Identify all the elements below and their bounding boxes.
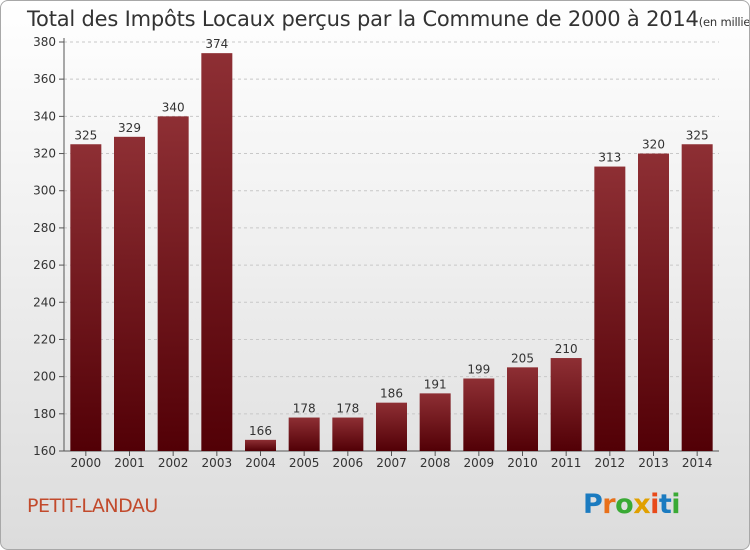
x-tick-labels: 2000 2001 2002 2003 2004 2005 2006 2007 2008 2009… bbox=[71, 456, 713, 470]
bar-2010 bbox=[507, 367, 538, 451]
y-tick-label: 200 bbox=[33, 370, 56, 384]
bar-value-label: 325 bbox=[74, 128, 97, 142]
bar-value-label: 191 bbox=[424, 377, 447, 391]
bar-value-label: 186 bbox=[380, 387, 403, 401]
x-tick-label: 2003 bbox=[202, 456, 233, 470]
bar-value-label: 340 bbox=[162, 100, 185, 114]
x-tick-label: 2013 bbox=[638, 456, 669, 470]
bar-2006 bbox=[332, 417, 364, 451]
bar-value-label: 178 bbox=[293, 402, 316, 416]
bar-2000 bbox=[70, 144, 102, 451]
commune-name: PETIT-LANDAU bbox=[27, 495, 158, 517]
bar-2004 bbox=[245, 439, 276, 451]
proxiti-logo: Proxiti bbox=[583, 489, 681, 520]
bar-2012 bbox=[594, 166, 626, 452]
chart-title-unit: (en milliers d'€) bbox=[698, 15, 750, 29]
bar-value-label: 313 bbox=[598, 151, 621, 165]
x-tick-label: 2002 bbox=[158, 456, 189, 470]
bar-2009 bbox=[463, 378, 495, 451]
y-tick-label: 240 bbox=[33, 295, 56, 309]
x-tick-label: 2014 bbox=[682, 456, 713, 470]
x-tick-label: 2012 bbox=[595, 456, 626, 470]
bar-value-label: 325 bbox=[686, 128, 709, 142]
chart-title: Total des Impôts Locaux perçus par la Co… bbox=[27, 7, 750, 31]
bar-value-label: 210 bbox=[555, 342, 578, 356]
bar-value-label: 374 bbox=[205, 37, 228, 51]
bar-2011 bbox=[550, 358, 582, 451]
x-tick-label: 2004 bbox=[245, 456, 276, 470]
x-tick-label: 2001 bbox=[114, 456, 145, 470]
y-tick-label: 380 bbox=[33, 35, 56, 49]
y-tick-label: 180 bbox=[33, 407, 56, 421]
bar-value-label: 329 bbox=[118, 121, 141, 135]
bars bbox=[70, 53, 713, 452]
y-tick-labels: 160 180 200 220 240 260 280 300 320 340 360 380 bbox=[33, 35, 56, 458]
bar-value-label: 178 bbox=[336, 402, 359, 416]
bar-value-label: 166 bbox=[249, 424, 272, 438]
bar-2003 bbox=[201, 53, 233, 452]
bar-2005 bbox=[288, 417, 320, 451]
y-tick-label: 360 bbox=[33, 72, 56, 86]
bar-value-labels: 325 329 340 374 166 178 178 186 191 199 205 210 313 3… bbox=[74, 37, 708, 438]
logo-letter: o bbox=[615, 489, 634, 520]
x-tick-label: 2005 bbox=[289, 456, 320, 470]
logo-letter: i bbox=[671, 489, 681, 520]
logo-letter: P bbox=[583, 489, 603, 520]
bar-2002 bbox=[157, 116, 189, 451]
x-tick-label: 2011 bbox=[551, 456, 582, 470]
bar-2001 bbox=[114, 136, 145, 451]
x-tick-label: 2000 bbox=[71, 456, 102, 470]
x-tick-label: 2009 bbox=[464, 456, 495, 470]
x-tick-label: 2007 bbox=[376, 456, 407, 470]
bar-2014 bbox=[681, 144, 713, 451]
y-tick-label: 340 bbox=[33, 109, 56, 123]
bar-value-label: 199 bbox=[467, 362, 490, 376]
logo-letter: t bbox=[658, 489, 672, 520]
y-tick-label: 300 bbox=[33, 184, 56, 198]
bar-2008 bbox=[419, 393, 451, 451]
y-tick-label: 280 bbox=[33, 221, 56, 235]
x-tick-label: 2006 bbox=[333, 456, 364, 470]
bar-value-label: 320 bbox=[642, 138, 665, 152]
chart-title-text: Total des Impôts Locaux perçus par la Co… bbox=[27, 7, 699, 31]
bar-value-label: 205 bbox=[511, 351, 534, 365]
bar-2013 bbox=[638, 153, 669, 451]
x-tick-label: 2008 bbox=[420, 456, 451, 470]
y-tick-label: 160 bbox=[33, 444, 56, 458]
x-tick-label: 2010 bbox=[507, 456, 538, 470]
bar-2007 bbox=[376, 402, 407, 451]
logo-letter: x bbox=[633, 489, 651, 520]
logo-letter: i bbox=[650, 489, 659, 520]
y-tick-label: 320 bbox=[33, 147, 56, 161]
y-tick-label: 220 bbox=[33, 332, 56, 346]
y-tick-label: 260 bbox=[33, 258, 56, 272]
logo-letter: r bbox=[602, 489, 616, 520]
